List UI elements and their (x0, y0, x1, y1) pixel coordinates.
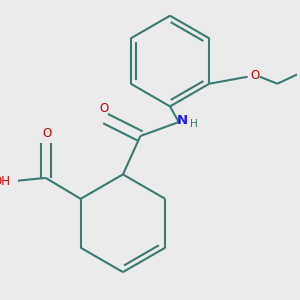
Text: O: O (250, 69, 259, 82)
Text: OH: OH (0, 175, 10, 188)
Text: N: N (177, 114, 188, 127)
Text: H: H (190, 119, 198, 129)
Text: O: O (43, 128, 52, 140)
Text: O: O (99, 102, 108, 115)
